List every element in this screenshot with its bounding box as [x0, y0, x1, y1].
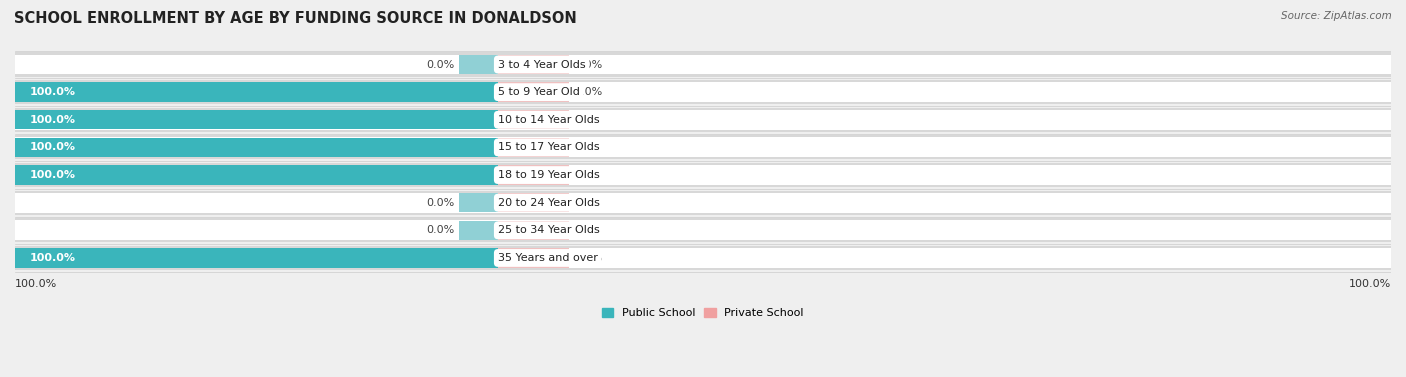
Bar — [15, 248, 498, 268]
Bar — [498, 166, 569, 185]
Text: 0.0%: 0.0% — [574, 60, 602, 69]
Bar — [15, 193, 1391, 213]
Bar — [15, 165, 1391, 185]
Text: 100.0%: 100.0% — [30, 87, 76, 97]
Bar — [460, 55, 498, 74]
Text: 35 Years and over: 35 Years and over — [498, 253, 598, 263]
Bar — [15, 110, 1391, 130]
Bar — [15, 163, 1391, 187]
Text: 100.0%: 100.0% — [30, 170, 76, 180]
Text: 100.0%: 100.0% — [30, 115, 76, 125]
Text: 0.0%: 0.0% — [574, 225, 602, 235]
Bar — [15, 83, 498, 102]
Text: 0.0%: 0.0% — [574, 115, 602, 125]
Bar — [15, 110, 498, 129]
Bar — [15, 108, 1391, 132]
Bar — [15, 55, 1391, 74]
Bar — [498, 138, 569, 157]
Bar — [15, 218, 1391, 242]
Text: 10 to 14 Year Olds: 10 to 14 Year Olds — [498, 115, 599, 125]
Text: 100.0%: 100.0% — [15, 279, 58, 289]
Text: 0.0%: 0.0% — [574, 198, 602, 208]
Text: 100.0%: 100.0% — [30, 253, 76, 263]
Bar — [15, 248, 1391, 268]
Text: 0.0%: 0.0% — [426, 198, 454, 208]
Text: 25 to 34 Year Olds: 25 to 34 Year Olds — [498, 225, 599, 235]
Bar — [498, 55, 569, 74]
Bar — [15, 138, 498, 157]
Text: 15 to 17 Year Olds: 15 to 17 Year Olds — [498, 143, 599, 152]
Text: 20 to 24 Year Olds: 20 to 24 Year Olds — [498, 198, 600, 208]
Bar — [498, 110, 569, 129]
Text: 18 to 19 Year Olds: 18 to 19 Year Olds — [498, 170, 599, 180]
Text: SCHOOL ENROLLMENT BY AGE BY FUNDING SOURCE IN DONALDSON: SCHOOL ENROLLMENT BY AGE BY FUNDING SOUR… — [14, 11, 576, 26]
Bar — [15, 82, 1391, 102]
Text: Source: ZipAtlas.com: Source: ZipAtlas.com — [1281, 11, 1392, 21]
Bar — [498, 193, 569, 212]
Text: 3 to 4 Year Olds: 3 to 4 Year Olds — [498, 60, 585, 69]
Bar — [460, 221, 498, 240]
Bar — [15, 166, 498, 185]
Bar — [498, 83, 569, 102]
Bar — [460, 193, 498, 212]
Bar — [15, 191, 1391, 215]
Bar — [498, 221, 569, 240]
Legend: Public School, Private School: Public School, Private School — [598, 303, 808, 323]
Bar — [498, 248, 569, 268]
Text: 0.0%: 0.0% — [574, 87, 602, 97]
Bar — [15, 52, 1391, 77]
Text: 0.0%: 0.0% — [574, 143, 602, 152]
Text: 100.0%: 100.0% — [1348, 279, 1391, 289]
Text: 0.0%: 0.0% — [426, 60, 454, 69]
Bar — [15, 138, 1391, 157]
Bar — [15, 135, 1391, 159]
Text: 0.0%: 0.0% — [426, 225, 454, 235]
Text: 0.0%: 0.0% — [574, 170, 602, 180]
Bar — [15, 80, 1391, 104]
Text: 5 to 9 Year Old: 5 to 9 Year Old — [498, 87, 579, 97]
Bar — [15, 246, 1391, 270]
Text: 100.0%: 100.0% — [30, 143, 76, 152]
Text: 0.0%: 0.0% — [574, 253, 602, 263]
Bar — [15, 221, 1391, 240]
